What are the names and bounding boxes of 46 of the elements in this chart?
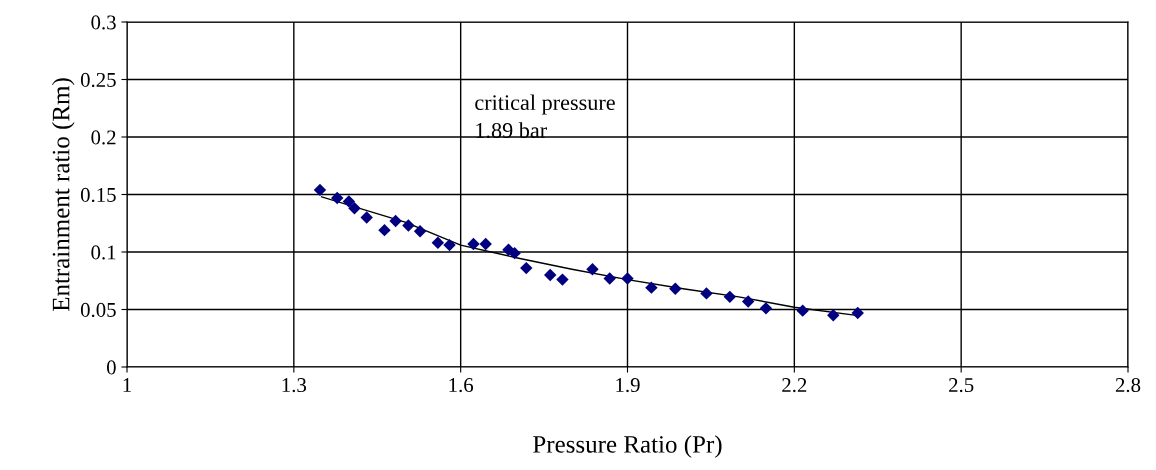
point [556,273,569,286]
point [796,304,809,317]
point [586,263,599,276]
y-tick-label: 0.05 [80,302,116,318]
point [508,246,521,260]
point [645,281,658,294]
x-tick-label: 1.3 [282,378,307,393]
point [402,219,415,232]
point [621,272,634,285]
point [467,237,480,251]
point [378,223,391,237]
y-tick-label: 0.15 [80,187,116,203]
annotation: critical pressure 1.89 bar [475,94,615,139]
point [360,211,373,224]
point [520,261,533,275]
point [479,237,492,251]
x-tick-label: 2.8 [1115,378,1141,393]
point [759,302,773,315]
x-axis-title: Pressure Ratio (Pr) [533,435,722,458]
y-axis-title: Entrainment ratio (Rm) [51,78,75,312]
point [827,309,840,322]
point [741,295,755,308]
point [342,195,356,208]
point [851,306,864,320]
point [669,282,682,296]
point [389,214,402,228]
y-tick-label: 0.25 [80,72,116,88]
x-tick-label: 1.9 [616,378,640,393]
point [700,287,713,300]
point [603,272,616,285]
x-tick-label: 2.2 [782,378,807,393]
y-tick-label: 0.3 [91,15,116,30]
point [348,202,361,215]
y-tick-label: 0 [106,360,116,375]
y-tick-label: 0.1 [91,245,116,260]
y-tick-label: 0.2 [91,130,116,145]
point [723,290,737,304]
point [443,238,456,252]
point [313,183,327,197]
point [413,225,427,238]
point [331,191,344,205]
x-tick-label: 2.5 [949,378,974,393]
x-tick-label: 1 [123,378,131,392]
point [431,236,445,250]
point [543,268,557,282]
x-tick-label: 1.6 [449,378,474,393]
